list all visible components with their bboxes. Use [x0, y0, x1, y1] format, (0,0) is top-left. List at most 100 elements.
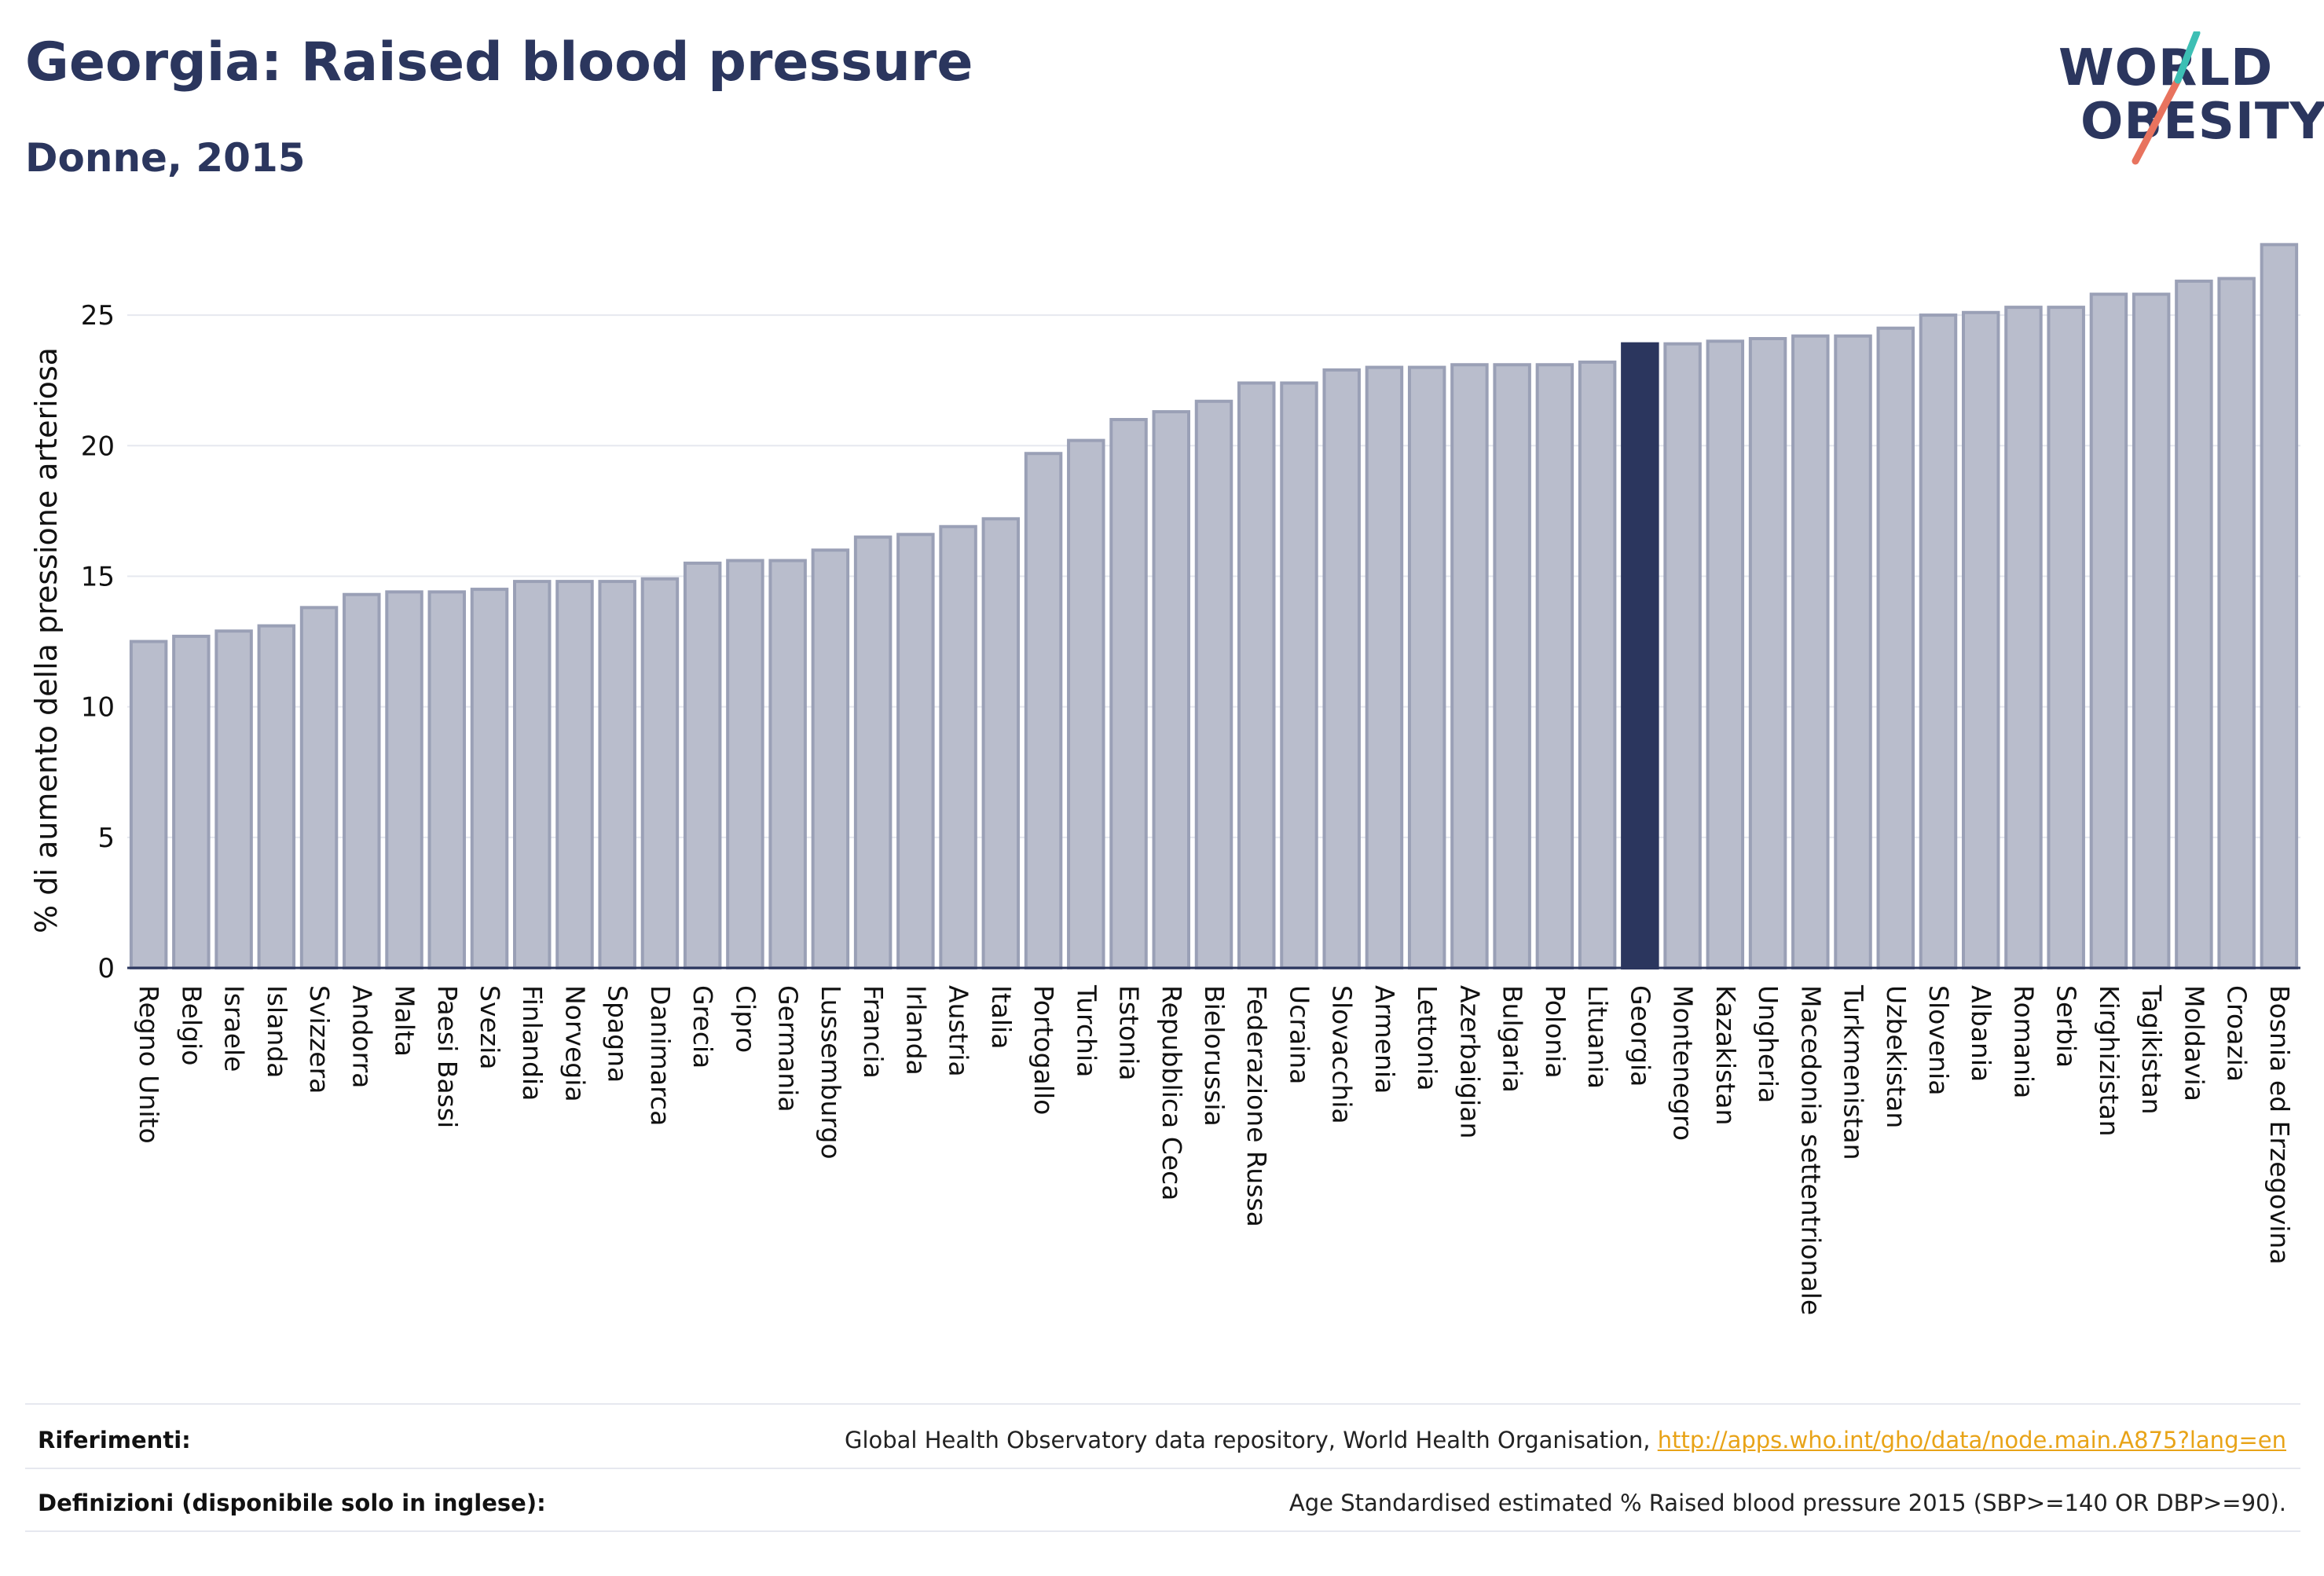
bar-germania[interactable]: [768, 559, 807, 969]
bar-austria[interactable]: [939, 525, 977, 969]
bar-montenegro[interactable]: [1663, 342, 1702, 970]
x-tick-label: Lituania: [1582, 985, 1613, 1089]
x-tick-label: Malta: [390, 985, 420, 1057]
x-tick-label: Kirghizistan: [2094, 985, 2124, 1137]
bar-malta[interactable]: [385, 590, 423, 969]
bar-finlandia[interactable]: [512, 580, 552, 969]
x-tick-label: Azerbaigian: [1454, 985, 1485, 1138]
bar-slovacchia[interactable]: [1322, 368, 1361, 969]
bar-kirghizistan[interactable]: [2089, 292, 2128, 969]
bar-highlight-georgia[interactable]: [1621, 342, 1659, 970]
x-tick-label: Finlandia: [517, 985, 548, 1101]
x-tick-label: Ucraina: [1284, 985, 1314, 1084]
bar-cipro[interactable]: [726, 559, 764, 969]
bar-andorra[interactable]: [343, 592, 381, 969]
bar-macedonia-settentrionale[interactable]: [1791, 334, 1830, 969]
bar-lituania[interactable]: [1578, 360, 1617, 969]
x-tick-label: Andorra: [346, 985, 377, 1088]
chart-subtitle: Donne, 2015: [25, 135, 306, 181]
x-tick-label: Italia: [986, 985, 1017, 1049]
x-tick-label: Paesi Bassi: [432, 985, 463, 1128]
bar-svezia[interactable]: [470, 588, 509, 970]
bar-norvegia[interactable]: [555, 580, 594, 969]
bar-repubblica-ceca[interactable]: [1152, 410, 1191, 969]
bar-turkmenistan[interactable]: [1834, 334, 1872, 969]
bar-belgio[interactable]: [172, 634, 211, 969]
logo-line-2: OBESITY: [2080, 93, 2324, 151]
bar-lussemburgo[interactable]: [811, 548, 850, 969]
bar-bielorussia[interactable]: [1194, 399, 1233, 969]
bar-croazia[interactable]: [2217, 277, 2256, 969]
bar-ungheria[interactable]: [1748, 337, 1787, 969]
bar-bulgaria[interactable]: [1493, 363, 1531, 969]
x-tick-label: Polonia: [1540, 985, 1571, 1079]
x-tick-label: Kazakistan: [1710, 985, 1741, 1125]
bar-israele[interactable]: [214, 629, 253, 969]
x-tick-label: Turchia: [1071, 984, 1102, 1077]
x-tick-label: Lettonia: [1412, 985, 1442, 1090]
bars: [129, 243, 2299, 970]
bar-armenia[interactable]: [1365, 365, 1404, 969]
references-link[interactable]: http://apps.who.int/gho/data/node.main.A…: [1657, 1427, 2286, 1453]
footer-divider: [25, 1530, 2300, 1532]
footer-divider: [25, 1403, 2300, 1405]
bar-albania[interactable]: [1961, 310, 2000, 969]
x-tick-label: Armenia: [1369, 985, 1400, 1094]
bar-ucraina[interactable]: [1280, 381, 1318, 970]
y-axis-label: % di aumento della pressione arteriosa: [29, 347, 64, 933]
bar-grecia[interactable]: [683, 561, 722, 969]
x-tick-label: Lussemburgo: [816, 985, 846, 1160]
y-tick-labels: 0 5 10 15 20 25: [81, 300, 115, 984]
bar-italia[interactable]: [981, 517, 1021, 969]
x-tick-label: Francia: [858, 985, 889, 1079]
x-tick-label: Svezia: [475, 985, 505, 1070]
x-tick-label: Svizzera: [304, 985, 335, 1094]
references-label: Riferimenti:: [38, 1427, 191, 1453]
bar-romania[interactable]: [2004, 306, 2043, 969]
references-text: Global Health Observatory data repositor…: [845, 1427, 2286, 1453]
logo-slash-icon: [2132, 31, 2201, 165]
bar-portogallo[interactable]: [1024, 452, 1063, 969]
bar-moldavia[interactable]: [2175, 279, 2213, 970]
x-tick-label: Estonia: [1114, 985, 1145, 1080]
x-tick-label: Macedonia settentrionale: [1795, 985, 1826, 1315]
x-tick-label: Serbia: [2051, 985, 2082, 1068]
bar-slovenia[interactable]: [1919, 313, 1958, 970]
x-tick-label: Israele: [219, 985, 250, 1072]
bar-polonia[interactable]: [1535, 363, 1574, 969]
x-tick-label: Portogallo: [1028, 985, 1059, 1115]
bar-lettonia[interactable]: [1407, 365, 1446, 969]
x-tick-label: Federazione Russa: [1241, 985, 1272, 1227]
bar-tagikistan[interactable]: [2132, 292, 2171, 969]
bar-federazione-russa[interactable]: [1237, 381, 1276, 970]
x-tick-label: Bosnia ed Erzegovina: [2264, 985, 2295, 1265]
bar-spagna[interactable]: [598, 580, 636, 969]
bar-islanda[interactable]: [257, 624, 296, 969]
bar-irlanda[interactable]: [896, 533, 935, 969]
y-tick-label: 25: [81, 300, 115, 332]
bar-danimarca[interactable]: [640, 577, 680, 970]
definitions-label: Definizioni (disponibile solo in inglese…: [38, 1490, 546, 1516]
x-tick-label: Albania: [1966, 985, 1996, 1082]
world-obesity-logo[interactable]: WORLD OBESITY: [2043, 31, 2324, 165]
bar-francia[interactable]: [853, 535, 893, 969]
bar-regno-unito[interactable]: [129, 640, 168, 970]
bar-uzbekistan[interactable]: [1876, 326, 1915, 969]
x-tick-label: Turkmenistan: [1838, 984, 1869, 1160]
bar-svizzera[interactable]: [299, 606, 339, 969]
bar-kazakistan[interactable]: [1706, 339, 1745, 969]
bar-paesi-bassi[interactable]: [427, 590, 467, 969]
x-tick-label: Regno Unito: [134, 985, 164, 1144]
x-tick-label: Spagna: [603, 985, 633, 1083]
y-tick-label: 15: [81, 561, 115, 592]
references-source: Global Health Observatory data repositor…: [844, 1427, 1658, 1453]
logo-line-1: WORLD: [2058, 39, 2274, 97]
bar-bosnia-ed-erzegovina[interactable]: [2260, 243, 2299, 969]
bar-estonia[interactable]: [1109, 418, 1148, 969]
bar-turchia[interactable]: [1067, 438, 1105, 969]
bar-serbia[interactable]: [2047, 306, 2085, 969]
bar-azerbaigian[interactable]: [1450, 363, 1489, 969]
x-tick-label: Islanda: [262, 985, 292, 1078]
bar-chart: 0 5 10 15 20 25 Regno Unito Belgio Israele Islan…: [29, 243, 2300, 1315]
x-tick-label: Irlanda: [900, 985, 931, 1076]
